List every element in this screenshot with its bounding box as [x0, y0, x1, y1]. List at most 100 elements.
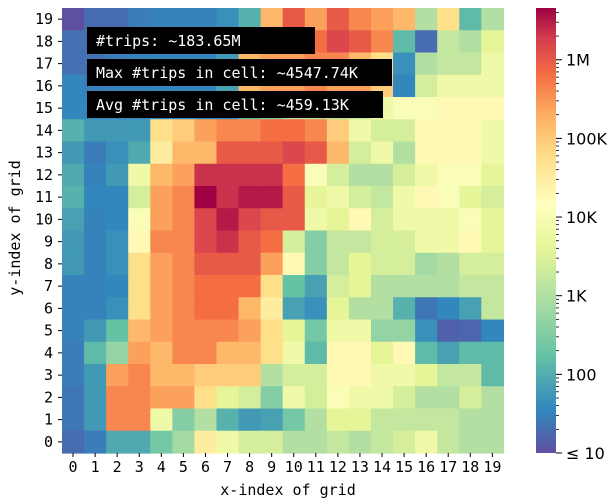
heatmap-cell	[194, 141, 218, 165]
heatmap-cell	[216, 186, 240, 209]
heatmap-cell	[62, 186, 85, 209]
heatmap-cell	[326, 186, 350, 209]
y-tick-label: 4	[44, 344, 53, 362]
heatmap-cell	[106, 275, 129, 298]
heatmap-cell	[348, 141, 372, 165]
heatmap-cell	[370, 275, 394, 298]
x-tick-label: 19	[483, 458, 501, 476]
heatmap-cell	[481, 119, 504, 143]
heatmap-cell	[437, 430, 460, 454]
heatmap-cell	[62, 8, 85, 31]
heatmap-cell	[216, 163, 240, 187]
annotation-box	[87, 91, 383, 118]
heatmap-cell	[260, 141, 284, 165]
heatmap-cell	[216, 341, 240, 365]
colorbar-tick-label: 10K	[566, 208, 597, 227]
heatmap-cell	[260, 386, 284, 410]
heatmap-cell	[304, 408, 328, 432]
heatmap-cell	[194, 364, 218, 387]
heatmap-cell	[62, 30, 85, 54]
y-tick-label: 12	[35, 166, 53, 184]
heatmap-cell	[415, 230, 438, 254]
heatmap-cell	[238, 386, 262, 410]
heatmap-cell	[128, 364, 151, 387]
heatmap-cell	[238, 341, 262, 365]
heatmap-cell	[282, 408, 306, 432]
heatmap-cell	[348, 119, 372, 143]
heatmap-cell	[437, 408, 460, 432]
heatmap-cell	[106, 386, 129, 410]
heatmap-cell	[393, 8, 416, 31]
heatmap-cell	[282, 186, 306, 209]
heatmap-cell	[481, 364, 504, 387]
heatmap-cell	[84, 297, 107, 321]
heatmap-cell	[106, 186, 129, 209]
heatmap-cell	[216, 408, 240, 432]
heatmap-cell	[437, 141, 460, 165]
heatmap-cell	[304, 141, 328, 165]
heatmap-cell	[481, 30, 504, 54]
heatmap-cell	[326, 119, 350, 143]
x-tick-label: 0	[69, 458, 78, 476]
heatmap-cell	[216, 119, 240, 143]
heatmap-cell	[194, 386, 218, 410]
heatmap-cell	[370, 186, 394, 209]
x-axis-ticks: 0 1 2 3 4 5 6 7 8 9 10 11 12 13 14 15 16 17 18 19	[69, 453, 501, 476]
heatmap-cell	[172, 430, 196, 454]
heatmap-cell	[370, 8, 394, 31]
heatmap-cell	[62, 275, 85, 298]
heatmap-cell	[238, 119, 262, 143]
heatmap-cell	[62, 364, 85, 387]
heatmap-cell	[437, 364, 460, 387]
heatmap-cell	[459, 119, 482, 143]
heatmap-cell	[393, 141, 416, 165]
heatmap-cell	[194, 275, 218, 298]
heatmap-cell	[415, 97, 438, 120]
heatmap-cell	[216, 208, 240, 232]
colorbar-tick-label: 1M	[566, 51, 590, 70]
x-tick-label: 4	[157, 458, 166, 476]
heatmap-cell	[393, 408, 416, 432]
x-tick-label: 16	[417, 458, 435, 476]
heatmap-cell	[348, 186, 372, 209]
heatmap-cell	[459, 186, 482, 209]
heatmap-cell	[459, 319, 482, 343]
heatmap-cell	[282, 319, 306, 343]
heatmap-cell	[393, 319, 416, 343]
heatmap-cell	[150, 230, 173, 254]
heatmap-cell	[393, 186, 416, 209]
x-tick-label: 1	[91, 458, 100, 476]
heatmap-cell	[393, 208, 416, 232]
heatmap-cell	[282, 364, 306, 387]
heatmap-cell	[481, 430, 504, 454]
heatmap-cell	[459, 386, 482, 410]
heatmap-cell	[459, 341, 482, 365]
x-tick-label: 14	[373, 458, 391, 476]
heatmap-cell	[128, 386, 151, 410]
heatmap-cell	[128, 163, 151, 187]
heatmap-cell	[84, 186, 107, 209]
heatmap-cell	[304, 386, 328, 410]
x-tick-label: 7	[223, 458, 232, 476]
heatmap-cell	[326, 386, 350, 410]
heatmap-cell	[481, 52, 504, 76]
heatmap-cell	[481, 275, 504, 298]
heatmap-cell	[194, 186, 218, 209]
heatmap-cell	[393, 97, 416, 120]
heatmap-cell	[370, 408, 394, 432]
heatmap-cell	[326, 163, 350, 187]
heatmap-cell	[459, 141, 482, 165]
heatmap-cell	[326, 208, 350, 232]
heatmap-cell	[84, 430, 107, 454]
colorbar	[536, 8, 556, 453]
heatmap-cell	[260, 275, 284, 298]
heatmap-cell	[150, 364, 173, 387]
annotation-box	[87, 59, 392, 86]
heatmap-cell	[106, 119, 129, 143]
heatmap-cell	[437, 341, 460, 365]
heatmap-cell	[459, 252, 482, 276]
heatmap-cell	[437, 275, 460, 298]
x-tick-label: 9	[267, 458, 276, 476]
heatmap-cell	[437, 186, 460, 209]
heatmap-cell	[415, 275, 438, 298]
